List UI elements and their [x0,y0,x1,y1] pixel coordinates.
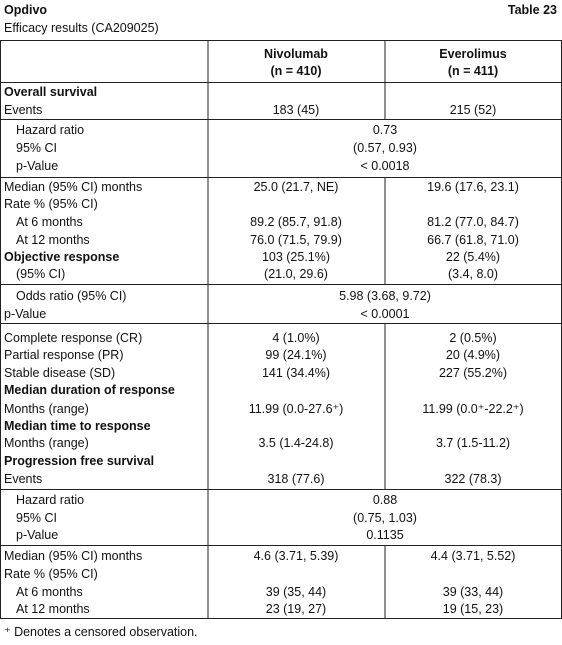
table-number: Table 23 [508,3,557,17]
cell: (21.0, 29.6) [264,267,328,281]
row-sublabel: 95% CI [16,141,57,155]
row-sublabel: Hazard ratio [16,123,84,137]
row-heading: Objective response [4,250,119,264]
cell: (0.57, 0.93) [353,141,417,155]
cell: 39 (33, 44) [443,585,503,599]
cell: 20 (4.9%) [446,348,500,362]
row-label: Rate % (95% CI) [4,567,98,581]
cell: 4 (1.0%) [272,331,319,345]
cell: 11.99 (0.0-27.6⁺) [249,402,344,416]
cell: 322 (78.3) [445,472,502,486]
row-label: Rate % (95% CI) [4,197,98,211]
row-label: Stable disease (SD) [4,366,115,380]
cell: < 0.0001 [360,307,409,321]
column-name: Nivolumab [264,47,328,61]
cell: 19 (15, 23) [443,602,503,616]
cell: 99 (24.1%) [265,348,326,362]
cell: 2 (0.5%) [449,331,496,345]
cell: 0.73 [373,123,397,137]
row-sublabel: At 6 months [16,215,83,229]
row-heading: Median time to response [4,419,151,433]
row-sublabel: At 12 months [16,602,90,616]
cell: 19.6 (17.6, 23.1) [427,180,519,194]
row-label: Complete response (CR) [4,331,142,345]
cell: 141 (34.4%) [262,366,330,380]
cell: 11.99 (0.0⁺-22.2⁺) [422,402,523,416]
cell: < 0.0018 [360,159,409,173]
row-label: p-Value [4,307,46,321]
cell: 227 (55.2%) [439,366,507,380]
row-sublabel: p-Value [16,159,58,173]
cell: 0.88 [373,493,397,507]
row-sublabel: p-Value [16,528,58,542]
cell: 23 (19, 27) [266,602,326,616]
row-label: Months (range) [4,436,89,450]
cell: 3.5 (1.4-24.8) [258,436,333,450]
cell: 3.7 (1.5-11.2) [436,436,510,450]
cell: 4.4 (3.71, 5.52) [431,549,516,563]
cell: 22 (5.4%) [446,250,500,264]
cell: 5.98 (3.68, 9.72) [339,289,431,303]
cell: 81.2 (77.0, 84.7) [427,215,519,229]
cell: 0.1135 [366,528,403,542]
row-sublabel: At 6 months [16,585,83,599]
row-label: Partial response (PR) [4,348,124,362]
row-heading: Progression free survival [4,454,154,468]
row-sublabel: At 12 months [16,233,90,247]
column-n: (n = 411) [448,64,498,78]
cell: 66.7 (61.8, 71.0) [427,233,519,247]
cell: (0.75, 1.03) [353,511,417,525]
column-n: (n = 410) [270,64,321,78]
cell: 25.0 (21.7, NE) [254,180,339,194]
row-heading: Overall survival [4,85,97,99]
cell: 183 (45) [273,103,320,117]
cell: 39 (35, 44) [266,585,326,599]
row-sublabel: (95% CI) [16,267,65,281]
cell: 89.2 (85.7, 91.8) [250,215,342,229]
cell: 318 (77.6) [268,472,325,486]
cell: 103 (25.1%) [262,250,330,264]
subtitle: Efficacy results (CA209025) [4,21,159,35]
row-sublabel: Odds ratio (95% CI) [16,289,126,303]
row-sublabel: 95% CI [16,511,57,525]
footnote: ⁺ Denotes a censored observation. [4,625,198,639]
cell: (3.4, 8.0) [448,267,498,281]
cell: 4.6 (3.71, 5.39) [254,549,339,563]
row-heading: Median duration of response [4,383,175,397]
row-label: Events [4,103,42,117]
row-label: Events [4,472,42,486]
row-label: Months (range) [4,402,89,416]
column-name: Everolimus [439,47,506,61]
cell: 76.0 (71.5, 79.9) [250,233,342,247]
title: Opdivo [4,3,47,17]
row-label: Median (95% CI) months [4,180,142,194]
cell: 215 (52) [450,103,497,117]
row-label: Median (95% CI) months [4,549,142,563]
row-sublabel: Hazard ratio [16,493,84,507]
